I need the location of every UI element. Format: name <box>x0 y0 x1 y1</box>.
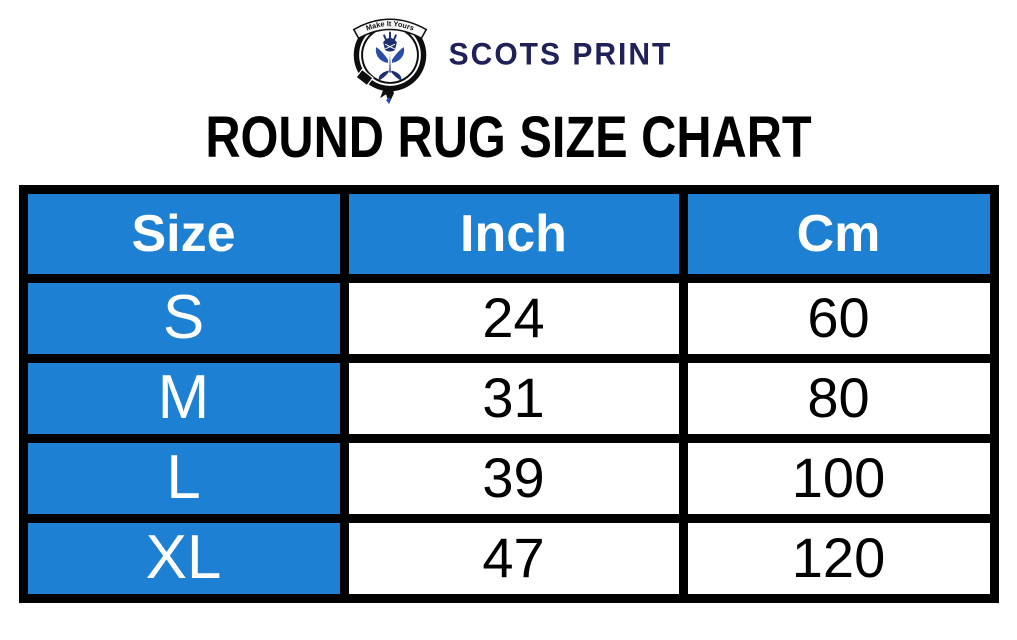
inch-value-cell: 39 <box>339 433 688 523</box>
cm-value-cell: 80 <box>678 353 999 443</box>
column-header-inch: Inch <box>339 184 688 283</box>
brand-header: Make It Yours SCOTS PRINT <box>0 0 1017 104</box>
cm-value-cell: 60 <box>678 273 999 363</box>
crest-banner-text: Make It Yours <box>364 19 415 33</box>
inch-value-cell: 47 <box>339 513 688 603</box>
cm-value-cell: 120 <box>678 513 999 603</box>
thistle-icon <box>375 31 404 81</box>
size-chart-table: Size Inch Cm S 24 60 M 31 80 L 39 100 <box>18 184 999 603</box>
column-header-size: Size <box>18 184 349 283</box>
crest-buckle <box>354 68 374 87</box>
inch-value-cell: 31 <box>339 353 688 443</box>
table-row-s: S 24 60 <box>18 273 999 363</box>
crest-strap-tip <box>385 97 391 104</box>
column-header-cm: Cm <box>678 184 999 283</box>
crest-banner: Make It Yours <box>352 18 427 40</box>
size-label-cell: M <box>18 353 349 443</box>
table-row-l: L 39 100 <box>18 433 999 523</box>
inch-value-cell: 24 <box>339 273 688 363</box>
size-label-cell: S <box>18 273 349 363</box>
table-row-xl: XL 47 120 <box>18 513 999 603</box>
brand-name: SCOTS PRINT <box>448 37 673 72</box>
size-label-cell: XL <box>18 513 349 603</box>
size-label-cell: L <box>18 433 349 523</box>
cm-value-cell: 100 <box>678 433 999 523</box>
table-row-m: M 31 80 <box>18 353 999 443</box>
page-title: ROUND RUG SIZE CHART <box>205 105 812 170</box>
brand-crest-logo: Make It Yours <box>352 18 427 104</box>
table-header-row: Size Inch Cm <box>18 184 999 283</box>
